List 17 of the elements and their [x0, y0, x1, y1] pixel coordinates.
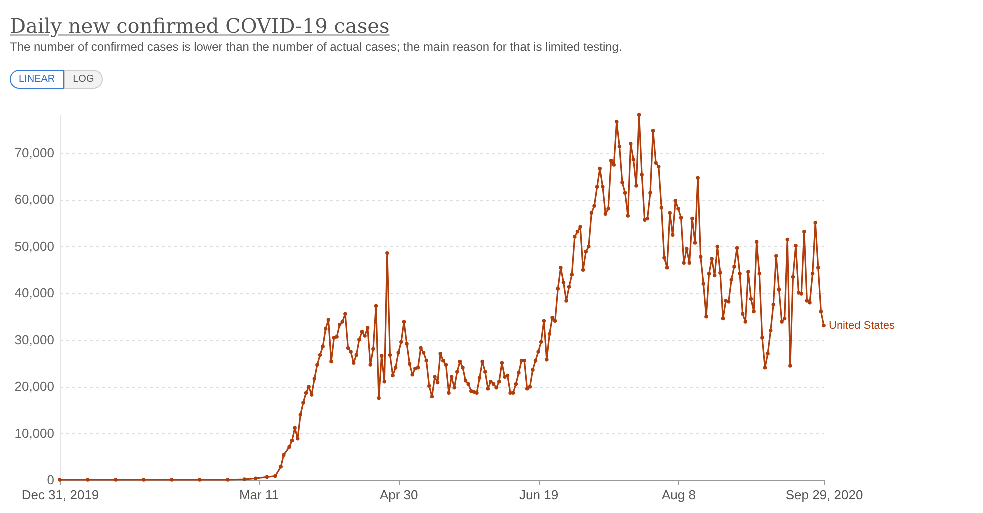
y-tick-label: 0	[47, 472, 54, 488]
y-tick-label: 20,000	[14, 379, 54, 394]
y-tick-label: 30,000	[14, 332, 54, 348]
y-tick-label: 50,000	[14, 238, 54, 254]
x-tick-label: Jun 19	[520, 488, 559, 502]
series-label: United States	[829, 320, 896, 332]
x-tick-label: Mar 11	[239, 488, 279, 502]
y-tick-label: 10,000	[14, 426, 54, 441]
y-tick-label: 60,000	[14, 192, 54, 208]
x-tick-label: Dec 31, 2019	[22, 488, 100, 502]
x-tick-label: Aug 8	[662, 488, 696, 502]
chart-title: Daily new confirmed COVID-19 cases	[10, 14, 391, 38]
x-tick-label: Sep 29, 2020	[786, 488, 864, 502]
y-tick-label: 40,000	[14, 286, 54, 301]
y-tick-label: 70,000	[14, 145, 54, 160]
x-tick-label: Apr 30	[380, 488, 418, 502]
chart-subtitle: The number of confirmed cases is lower than the number of actual cases; the main reason for that is limited testing.	[10, 40, 622, 54]
